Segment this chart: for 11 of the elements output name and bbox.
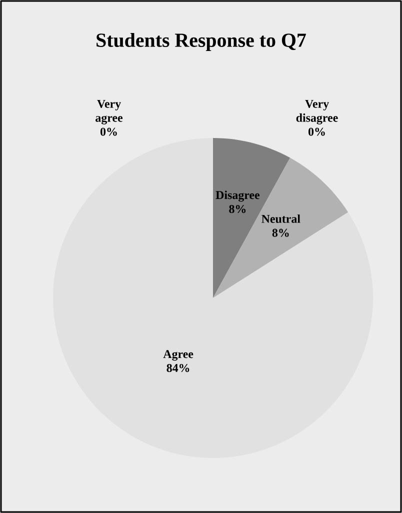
text: 0% (100, 128, 117, 136)
category-label: Very disagree (296, 100, 338, 124)
data-label: 8% (229, 204, 246, 214)
chart-title: Students Response to Q7 (96, 32, 306, 52)
slice-label: Neutral (262, 214, 300, 223)
slice-label: Disagree (216, 190, 260, 202)
data-label: 8% (272, 228, 289, 237)
text: 0% (308, 128, 325, 136)
slice-label: Agree (163, 350, 194, 361)
category-label: Very agree (96, 100, 123, 124)
data-label: 84% (166, 364, 190, 372)
